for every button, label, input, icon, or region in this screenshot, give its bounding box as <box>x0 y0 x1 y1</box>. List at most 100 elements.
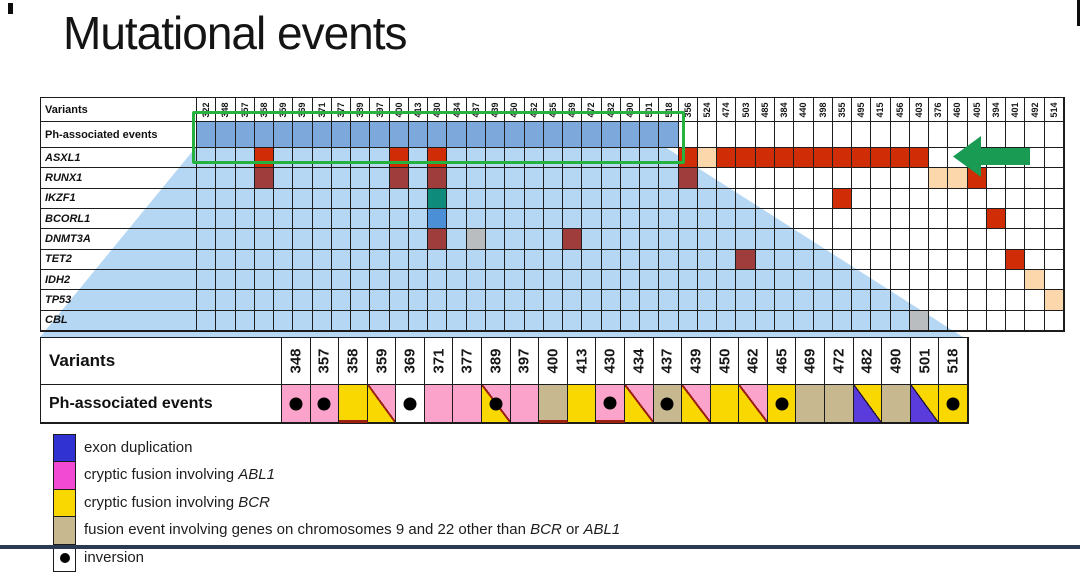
matrix-cell-TP53-524 <box>697 290 718 311</box>
matrix-cell-IKZF1-376 <box>929 188 949 209</box>
matrix-cell-TP53-415 <box>871 290 891 311</box>
matrix-cell-IDH2-524 <box>697 269 718 291</box>
matrix-cell-BCORL1-357 <box>235 208 255 230</box>
matrix-cell-CBL-384 <box>774 310 795 331</box>
matrix-cell-ASXL1-450 <box>505 148 525 169</box>
zoom-col-header-text: 518 <box>944 348 962 374</box>
matrix-cell-CBL-440 <box>794 310 814 331</box>
matrix-cell-ASXL1-377 <box>331 148 352 169</box>
inversion-dot-icon <box>59 553 70 564</box>
matrix-cell-RUNX1-437 <box>466 168 486 189</box>
matrix-cell-BCORL1-465 <box>543 208 564 230</box>
matrix-cell-DNMT3A-405 <box>967 229 987 250</box>
matrix-cell-ASXL1-376 <box>929 148 949 169</box>
matrix-col-header-text: 405 <box>971 101 982 118</box>
matrix-cell-CBL-405 <box>967 310 987 331</box>
matrix-cell-BCORL1-472 <box>582 208 602 230</box>
legend-gene-name: ABL1 <box>583 521 621 539</box>
zoom-event-cell-465 <box>767 385 797 423</box>
matrix-cell-DNMT3A-413 <box>408 229 429 250</box>
matrix-cell-IDH2-482 <box>601 269 621 291</box>
matrix-cell-CBL-348 <box>216 310 236 331</box>
matrix-cell-BCORL1-376 <box>929 208 949 230</box>
matrix-cell-BCORL1-377 <box>331 208 352 230</box>
zoom-col-header-482: 482 <box>853 338 883 385</box>
matrix-cell-RUNX1-397 <box>370 168 390 189</box>
matrix-col-header-472: 472 <box>582 98 602 122</box>
matrix-cell-DNMT3A-415 <box>871 229 891 250</box>
matrix-cell-BCORL1-403 <box>909 208 930 230</box>
matrix-cell-RUNX1-485 <box>755 168 775 189</box>
matrix-col-header-355: 355 <box>832 98 853 122</box>
matrix-cell-CBL-398 <box>813 310 833 331</box>
zoom-col-header-377: 377 <box>453 338 483 385</box>
matrix-col-header-text: 503 <box>740 101 751 118</box>
matrix-cell-ASXL1-482 <box>601 148 621 169</box>
zoom-col-header-439: 439 <box>682 338 711 385</box>
matrix-cell-DNMT3A-357 <box>235 229 255 250</box>
matrix-col-header-348: 348 <box>216 98 236 122</box>
matrix-cell-DNMT3A-322 <box>197 229 217 250</box>
matrix-ph-cell-359 <box>274 122 294 148</box>
zoom-col-header-465: 465 <box>767 338 797 385</box>
matrix-ph-row-label: Ph-associated events <box>41 122 197 148</box>
matrix-cell-ASXL1-359 <box>274 148 294 169</box>
inversion-dot-icon <box>289 397 303 410</box>
matrix-cell-IDH2-359 <box>274 269 294 291</box>
matrix-cell-BCORL1-415 <box>871 208 891 230</box>
matrix-cell-TET2-400 <box>389 249 409 270</box>
inversion-dot-icon <box>489 397 503 410</box>
matrix-cell-ASXL1-524 <box>697 148 718 169</box>
matrix-col-header-413: 413 <box>408 98 429 122</box>
matrix-cell-CBL-434 <box>447 310 467 331</box>
matrix-cell-TP53-413 <box>408 290 429 311</box>
zoom-col-header-text: 434 <box>630 348 648 374</box>
matrix-cell-TP53-356 <box>678 290 698 311</box>
matrix-cell-BCORL1-437 <box>466 208 486 230</box>
matrix-cell-IKZF1-490 <box>620 188 641 209</box>
matrix-cell-IKZF1-472 <box>582 188 602 209</box>
matrix-cell-RUNX1-440 <box>794 168 814 189</box>
matrix-cell-IDH2-430 <box>428 269 448 291</box>
matrix-cell-BCORL1-482 <box>601 208 621 230</box>
matrix-cell-IDH2-357 <box>235 269 255 291</box>
green-arrow-icon <box>953 136 1030 177</box>
matrix-gene-label-RUNX1: RUNX1 <box>41 168 197 189</box>
matrix-cell-TET2-495 <box>852 249 872 270</box>
matrix-cell-IKZF1-492 <box>1025 188 1045 209</box>
matrix-cell-CBL-359 <box>274 310 294 331</box>
matrix-col-header-503: 503 <box>736 98 756 122</box>
matrix-ph-cell-358 <box>254 122 275 148</box>
matrix-cell-IKZF1-474 <box>717 188 737 209</box>
zoom-col-header-text: 465 <box>773 348 791 374</box>
zoom-col-header-434: 434 <box>624 338 654 385</box>
matrix-cell-IDH2-322 <box>197 269 217 291</box>
matrix-cell-IDH2-371 <box>312 269 332 291</box>
matrix-cell-DNMT3A-434 <box>447 229 467 250</box>
matrix-cell-CBL-377 <box>331 310 352 331</box>
matrix-cell-TP53-357 <box>235 290 255 311</box>
matrix-cell-TET2-472 <box>582 249 602 270</box>
matrix-col-header-474: 474 <box>717 98 737 122</box>
matrix-col-header-text: 384 <box>779 101 790 118</box>
matrix-cell-BCORL1-371 <box>312 208 332 230</box>
matrix-cell-TET2-456 <box>890 249 910 270</box>
matrix-cell-DNMT3A-356 <box>678 229 698 250</box>
matrix-cell-IKZF1-485 <box>755 188 775 209</box>
zoom-col-header-text: 490 <box>887 348 905 374</box>
matrix-cell-TET2-357 <box>235 249 255 270</box>
matrix-cell-IKZF1-460 <box>948 188 968 209</box>
matrix-cell-TET2-359 <box>274 249 294 270</box>
matrix-col-header-482: 482 <box>601 98 621 122</box>
zoom-col-header-text: 348 <box>287 348 305 374</box>
matrix-cell-RUNX1-359 <box>274 168 294 189</box>
matrix-col-header-text: 456 <box>894 101 905 118</box>
matrix-cell-IKZF1-389 <box>351 188 371 209</box>
matrix-cell-BCORL1-495 <box>852 208 872 230</box>
matrix-col-header-384: 384 <box>774 98 795 122</box>
zoom-col-header-text: 469 <box>801 348 819 374</box>
matrix-ph-cell-355 <box>832 122 853 148</box>
matrix-col-header-456: 456 <box>890 98 910 122</box>
matrix-cell-BCORL1-401 <box>1006 208 1026 230</box>
matrix-cell-DNMT3A-495 <box>852 229 872 250</box>
